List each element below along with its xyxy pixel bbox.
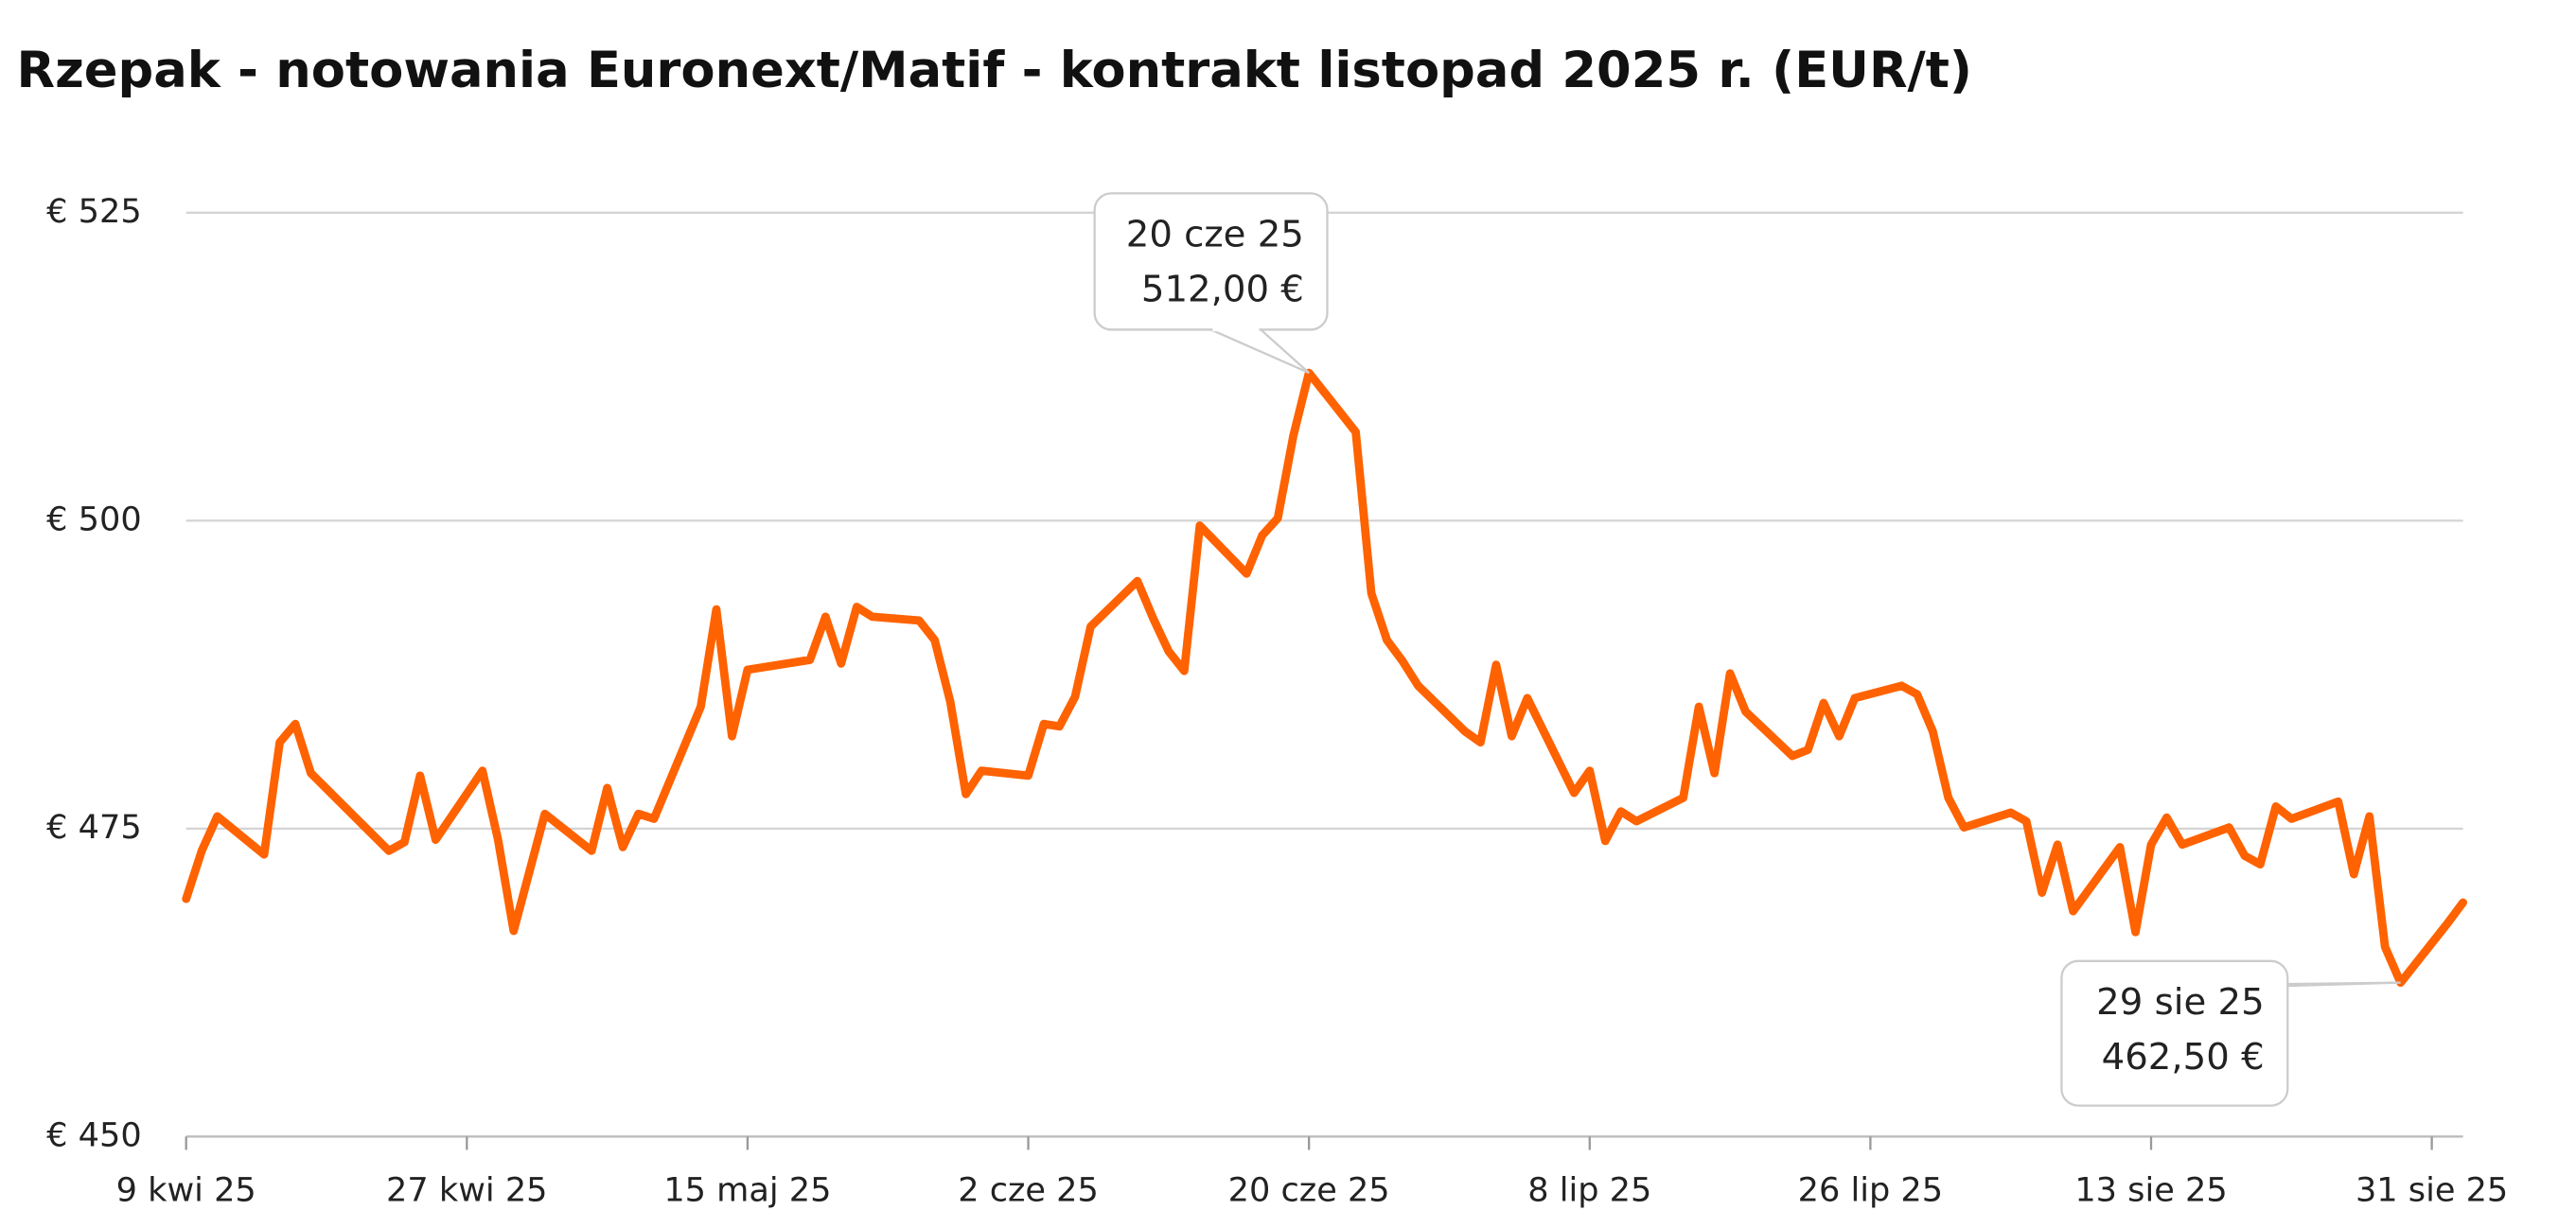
- callout-box: [1093, 192, 1329, 331]
- x-tick-label: 31 sie 25: [2355, 1170, 2508, 1209]
- callout-gap: [1212, 325, 1260, 332]
- callout-text: 20 cze 25: [1126, 214, 1304, 256]
- callout-text: 462,50 €: [2102, 1036, 2265, 1079]
- x-tick-label: 15 maj 25: [663, 1170, 831, 1209]
- x-tick-label: 20 cze 25: [1228, 1170, 1390, 1209]
- y-tick-label: € 475: [46, 808, 142, 847]
- callout-pointer: [1210, 328, 1310, 375]
- y-tick-label: € 500: [46, 500, 142, 538]
- callout-text: 29 sie 25: [2096, 981, 2264, 1024]
- callout: 29 sie 25 462,50 €: [2060, 959, 2401, 1107]
- callout-box: [2060, 959, 2289, 1107]
- y-tick-label: € 450: [46, 1115, 142, 1154]
- chart-title: Rzepak - notowania Euronext/Matif - kont…: [17, 42, 1972, 99]
- y-tick-label: € 525: [46, 192, 142, 231]
- x-tick-label: 8 lip 25: [1527, 1170, 1651, 1209]
- x-tick-label: 27 kwi 25: [386, 1170, 547, 1209]
- callout-text: 512,00 €: [1141, 269, 1304, 311]
- line-series: [182, 368, 2467, 988]
- x-tick-label: 2 cze 25: [958, 1170, 1099, 1209]
- x-tick-label: 9 kwi 25: [116, 1170, 256, 1209]
- x-tick-label: 26 lip 25: [1798, 1170, 1943, 1209]
- x-tick-label: 13 sie 25: [2074, 1170, 2227, 1209]
- callout: 20 cze 25 512,00 €: [1093, 192, 1329, 375]
